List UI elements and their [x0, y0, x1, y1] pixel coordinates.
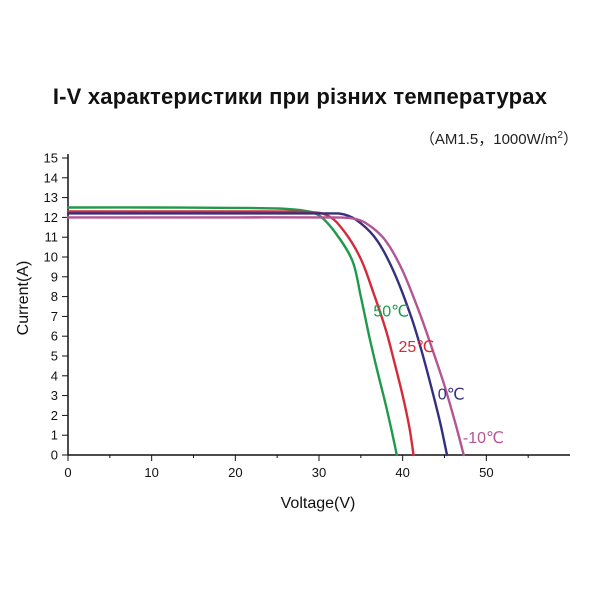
chart-title: I-V характеристики при різних температур… [52, 84, 548, 109]
y-tick-label: 3 [51, 388, 58, 403]
series-line [66, 210, 415, 457]
y-tick-label: 2 [51, 408, 58, 423]
y-tick-label: 11 [45, 230, 59, 245]
series-line [66, 216, 465, 457]
y-tick-label: 13 [44, 190, 58, 205]
y-tick-label: 0 [51, 448, 58, 463]
series-label: 25℃ [398, 339, 434, 356]
series-labels: 50℃ 25℃ 0℃ -10℃ [373, 303, 504, 447]
y-tick-label: 5 [51, 349, 58, 364]
series-label: -10℃ [463, 430, 504, 447]
chart-subtitle: （AM1.5，1000W/m2） [420, 128, 578, 149]
y-tick-label: 8 [51, 289, 58, 304]
y-tick-label: 15 [44, 151, 58, 166]
x-tick-label: 10 [144, 465, 158, 480]
x-tick-label: 0 [64, 465, 71, 480]
y-axis-label: Current(A) [15, 261, 32, 336]
x-axis-label: Voltage(V) [281, 495, 356, 512]
curves [66, 206, 465, 457]
x-tick-label: 50 [479, 465, 493, 480]
y-tick-label: 12 [44, 210, 58, 225]
y-tick-label: 9 [51, 269, 58, 284]
subtitle-sup: 2 [557, 130, 563, 141]
series-line [66, 212, 449, 457]
y-tick-label: 4 [51, 368, 58, 383]
subtitle-suffix: ） [562, 131, 578, 148]
x-tick-label: 30 [312, 465, 326, 480]
y-tick-label: 10 [44, 250, 58, 265]
y-tick-label: 6 [51, 329, 58, 344]
subtitle-prefix: （AM1.5，1000W/m [419, 131, 558, 148]
series-label: 50℃ [373, 303, 409, 320]
series-label: 0℃ [438, 387, 465, 404]
series-line [66, 206, 399, 457]
x-tick-label: 20 [228, 465, 242, 480]
axes [67, 154, 570, 456]
y-tick-label: 7 [51, 309, 58, 324]
x-tick-label: 40 [395, 465, 409, 480]
y-tick-label: 1 [51, 428, 58, 443]
y-tick-label: 14 [44, 170, 58, 185]
